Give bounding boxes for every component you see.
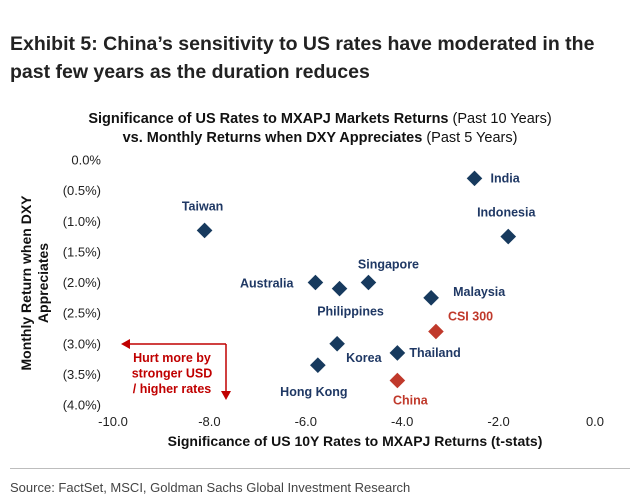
point-label-thailand: Thailand [409,346,460,360]
scatter-chart: 0.0% (0.5%) (1.0%) (1.5%) (2.0%) (2.5%) (3.0%)… [18,153,604,450]
point-label-australia: Australia [240,277,295,291]
annotation-arrowhead-down [221,391,231,400]
chart-axes: 0.0% (0.5%) (1.0%) (1.5%) (2.0%) (2.5%) (3.0%)… [63,153,604,430]
point-malaysia [421,288,441,308]
x-tick-label: -2.0 [487,414,509,429]
point-philippines [330,279,349,298]
x-tick-label: -8.0 [198,414,220,429]
x-tick-label: -10.0 [98,414,128,429]
y-tick-label: (2.0%) [63,275,101,290]
annotation-text-line: Hurt more by [133,351,211,365]
annotation-text-line: / higher rates [133,382,212,396]
point-label-csi-300: CSI 300 [448,310,493,324]
point-label-india: India [491,171,521,185]
point-label-philippines: Philippines [317,305,384,319]
chart-title-line-2: vs. Monthly Returns when DXY Appreciates… [122,130,518,146]
x-axis-title: Significance of US 10Y Rates to MXAPJ Re… [168,433,543,449]
exhibit-title: Exhibit 5: China’s sensitivity to US rat… [10,33,595,83]
chart-annotation: Hurt more by stronger USD/ higher rates [121,339,231,400]
chart-points: India Indonesia Taiwan Singapore Australia Ph… [182,169,536,408]
point-china [388,371,407,390]
y-tick-label: (3.0%) [63,336,101,351]
x-tick-label: -4.0 [391,414,413,429]
chart-title: Significance of US Rates to MXAPJ Market… [0,110,640,148]
x-tick-label: -6.0 [295,414,317,429]
y-tick-label: (3.5%) [63,367,101,382]
point-csi-300 [426,322,446,341]
annotation-text-line: stronger USD [132,367,213,381]
source-note: Source: FactSet, MSCI, Goldman Sachs Glo… [10,480,411,495]
y-tick-label: (1.5%) [63,244,101,259]
y-tick-label: (4.0%) [63,398,101,413]
point-label-china: China [393,394,429,408]
point-label-malaysia: Malaysia [453,285,506,299]
y-axis-title-line-1: Monthly Return when DXY [18,195,34,371]
y-axis-title: Monthly Return when DXYAppreciates [18,195,51,371]
chart-axis-labels: Significance of US 10Y Rates to MXAPJ Re… [18,195,542,449]
x-tick-label: 0.0 [586,414,604,429]
point-hong-kong [308,355,328,375]
point-korea [327,334,347,353]
point-indonesia [499,227,518,246]
point-label-taiwan: Taiwan [182,199,223,213]
source-divider [10,468,630,469]
point-label-hong-kong: Hong Kong [280,385,347,399]
point-label-korea: Korea [346,351,382,365]
point-label-singapore: Singapore [358,258,419,272]
point-india [465,169,484,188]
annotation-arrow-lines [129,343,227,392]
y-tick-label: (0.5%) [63,183,101,198]
point-australia [306,273,325,292]
point-singapore [359,273,378,292]
point-label-indonesia: Indonesia [477,206,536,220]
point-thailand [388,343,407,363]
y-tick-label: 0.0% [71,153,101,168]
chart-title-line-1: Significance of US Rates to MXAPJ Market… [88,111,552,127]
y-tick-label: (1.0%) [63,214,101,229]
annotation-arrowhead-left [121,339,130,349]
point-taiwan [195,221,214,240]
y-axis-title-line-2: Appreciates [35,243,51,323]
y-tick-label: (2.5%) [63,306,101,321]
